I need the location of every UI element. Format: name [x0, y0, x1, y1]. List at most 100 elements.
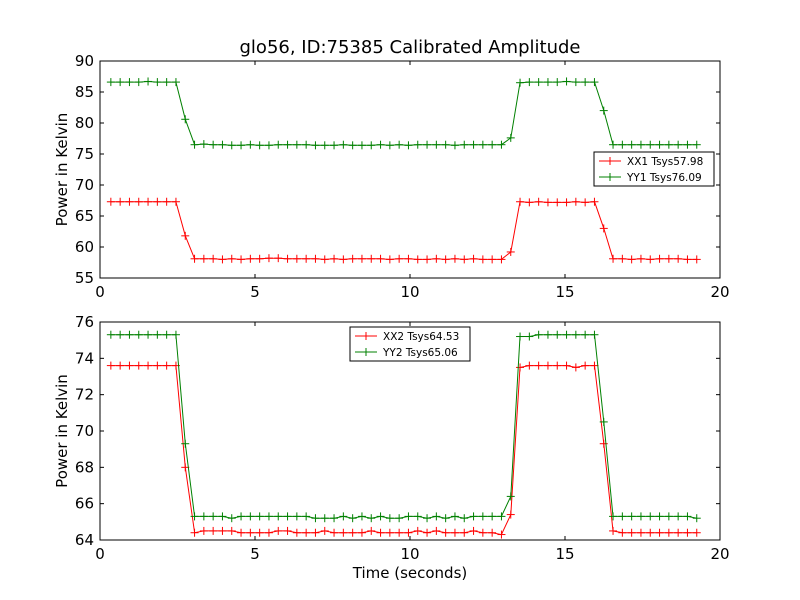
data-point — [674, 140, 683, 149]
data-point — [292, 254, 301, 263]
legend-item: YY2 Tsys65.06 — [355, 347, 458, 359]
data-point — [432, 140, 441, 149]
data-point — [227, 254, 236, 263]
data-point — [162, 197, 171, 206]
data-point — [162, 330, 171, 339]
y-tick-label: 90 — [75, 52, 94, 70]
data-point — [357, 528, 366, 537]
legend-label: XX2 Tsys64.53 — [383, 331, 459, 343]
data-point — [367, 254, 376, 263]
y-tick-label: 65 — [75, 207, 94, 225]
data-point — [525, 78, 534, 87]
data-point — [636, 528, 645, 537]
data-point — [450, 528, 459, 537]
data-point — [153, 361, 162, 370]
data-point — [423, 255, 432, 264]
data-point — [274, 254, 283, 263]
data-point — [348, 254, 357, 263]
data-point — [534, 197, 543, 206]
y-axis-label: Power in Kelvin — [53, 374, 71, 488]
data-point — [506, 492, 515, 501]
data-point — [292, 528, 301, 537]
data-point — [209, 512, 218, 521]
data-point — [627, 512, 636, 521]
data-point — [562, 330, 571, 339]
data-point — [339, 528, 348, 537]
data-point — [683, 255, 692, 264]
y-tick-label: 80 — [75, 114, 94, 132]
data-point — [553, 361, 562, 370]
data-point — [441, 528, 450, 537]
data-point — [506, 510, 515, 519]
data-point — [562, 77, 571, 86]
data-point — [274, 140, 283, 149]
data-point — [460, 140, 469, 149]
data-point — [395, 140, 404, 149]
data-point — [478, 512, 487, 521]
data-point — [283, 526, 292, 535]
series-line — [110, 80, 697, 146]
data-point — [646, 512, 655, 521]
y-tick-label: 64 — [75, 531, 94, 549]
data-point — [237, 512, 246, 521]
data-point — [450, 141, 459, 150]
data-point — [562, 361, 571, 370]
data-point — [311, 514, 320, 523]
data-point — [209, 140, 218, 149]
data-point — [646, 255, 655, 264]
legend-item: YY1 Tsys76.09 — [599, 172, 702, 184]
data-point — [590, 361, 599, 370]
data-point — [683, 528, 692, 537]
series-2 — [106, 330, 701, 523]
x-tick-label: 0 — [95, 545, 105, 563]
data-point — [413, 526, 422, 535]
data-point — [692, 528, 701, 537]
data-point — [274, 526, 283, 535]
data-point — [571, 363, 580, 372]
data-point — [683, 140, 692, 149]
data-point — [330, 528, 339, 537]
data-point — [395, 254, 404, 263]
data-point — [534, 78, 543, 87]
data-point — [283, 254, 292, 263]
data-point — [385, 141, 394, 150]
data-point — [516, 197, 525, 206]
data-point — [450, 512, 459, 521]
data-point — [543, 78, 552, 87]
y-tick-label: 68 — [75, 458, 94, 476]
data-point — [181, 439, 190, 448]
data-point — [330, 514, 339, 523]
x-axis-label: Time (seconds) — [352, 564, 468, 582]
data-point — [171, 197, 180, 206]
data-point — [218, 512, 227, 521]
data-point — [655, 528, 664, 537]
data-point — [664, 140, 673, 149]
data-point — [311, 254, 320, 263]
data-point — [162, 361, 171, 370]
data-point — [330, 141, 339, 150]
data-point — [646, 140, 655, 149]
series-1 — [106, 361, 701, 539]
x-tick-label: 20 — [710, 545, 729, 563]
data-point — [330, 254, 339, 263]
data-point — [134, 78, 143, 87]
data-point — [674, 512, 683, 521]
data-point — [562, 198, 571, 207]
data-point — [460, 528, 469, 537]
x-tick-label: 5 — [250, 283, 260, 301]
data-point — [469, 254, 478, 263]
data-point — [636, 512, 645, 521]
data-point — [311, 528, 320, 537]
data-point — [357, 254, 366, 263]
data-point — [497, 530, 506, 539]
data-point — [144, 197, 153, 206]
data-point — [171, 78, 180, 87]
x-tick-label: 10 — [400, 545, 419, 563]
data-point — [227, 526, 236, 535]
y-tick-label: 72 — [75, 386, 94, 404]
data-point — [488, 512, 497, 521]
data-point — [655, 254, 664, 263]
data-point — [488, 528, 497, 537]
x-tick-label: 15 — [555, 545, 574, 563]
